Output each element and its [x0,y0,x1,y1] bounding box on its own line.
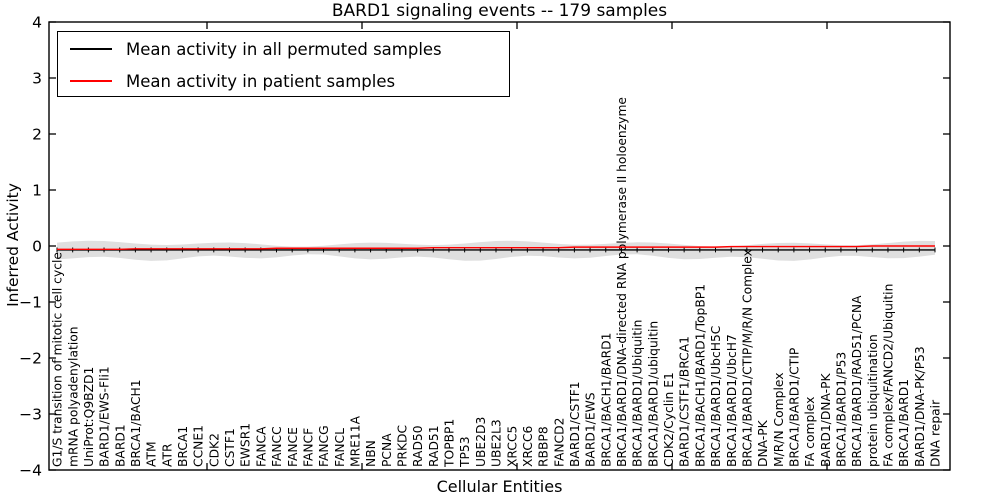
legend: Mean activity in all permuted samples Me… [57,31,510,97]
patient-line-sample-icon [70,80,112,82]
y-tick-label: 1 [32,182,42,200]
x-tick-label: M/R/N Complex [772,373,786,467]
x-tick-label: BRCA1/BACH1/BARD1/TopBP1 [693,284,707,467]
legend-item-patient: Mean activity in patient samples [58,66,509,96]
x-tick-label: XRCC5 [505,426,519,467]
x-tick-label: BARD1/DNA-PK [819,373,833,467]
x-tick-label: FANCA [254,426,268,467]
x-tick-label: BARD1/EWS [584,392,598,467]
legend-label-permuted: Mean activity in all permuted samples [126,39,442,59]
x-tick-label: FANCE [286,427,300,467]
x-tick-label: BARD1/EWS-Fli1 [98,366,112,467]
x-tick-label: BRCA1/BACH1/BARD1 [599,333,613,467]
y-tick-label: 2 [32,126,42,144]
x-tick-label: BRCA1/BARD1/CTIP [787,348,801,467]
x-tick-label: UBE2L3 [490,419,504,467]
x-tick-label: BRCA1/BARD1/Ubiquitin [631,320,645,467]
x-tick-label: FA complex/FANCD2/Ubiquitin [882,284,896,467]
chart-title: BARD1 signaling events -- 179 samples [331,1,668,21]
x-axis-label: Cellular Entities [436,477,563,496]
x-tick-label: FA complex [803,397,817,467]
x-tick-label: BRCA1/BARD1/DNA-directed RNA polymerase … [615,97,629,467]
x-tick-label: FANCG [317,425,331,467]
x-tick-label: FANCC [270,426,284,467]
x-tick-label: BARD1 [113,424,127,467]
permuted-line-sample-icon [70,48,112,50]
x-tick-label: RAD50 [411,425,425,467]
x-tick-label: mRNA polyadenylation [66,326,80,467]
y-tick-label: −2 [19,350,42,368]
x-tick-label: CDK2 [207,433,221,467]
x-tick-label: FANCD2 [552,418,566,467]
x-tick-label: NBN [364,440,378,467]
x-tick-label: BRCA1 [176,426,190,467]
y-tick-label: −1 [19,294,42,312]
x-tick-label: PCNA [380,433,394,467]
legend-label-patient: Mean activity in patient samples [126,71,396,91]
x-tick-label: EWSR1 [239,423,253,467]
x-tick-label: CDK2/Cyclin E1 [662,372,676,467]
x-tick-label: BARD1/CSTF1/BRCA1 [678,336,692,467]
patient-mean-line [57,245,935,251]
x-tick-label: FANCL [333,428,347,467]
x-tick-label: BRCA1/BARD1 [897,379,911,467]
x-tick-label: DNA repair [929,399,943,467]
y-tick-label: 3 [32,70,42,88]
x-tick-label: BRCA1/BARD1/ubiquitin [646,321,660,467]
x-tick-label: MRE11A [348,415,362,467]
x-tick-label: CCNE1 [192,425,206,467]
x-tick-label: ATR [160,443,174,467]
x-tick-label: DNA-PK [756,419,770,467]
y-tick-label: −4 [19,462,42,480]
x-tick-label: ATM [145,441,159,467]
x-tick-label: FANCF [301,428,315,467]
x-tick-label: BRCA1/BARD1/UbcH5C [709,326,723,467]
x-tick-label: UniProt:Q9BZD1 [82,367,96,467]
x-tick-label: BARD1/CSTF1 [568,381,582,467]
x-tick-label: UBE2D3 [474,417,488,467]
x-tick-label: RAD51 [427,425,441,467]
y-tick-label: 0 [32,238,42,256]
x-tick-label: protein ubiquitination [866,334,880,467]
legend-item-permuted: Mean activity in all permuted samples [58,34,509,64]
x-tick-label: BRCA1/BARD1/P53 [835,352,849,467]
x-tick-label: BRCA1/BACH1 [129,379,143,467]
x-tick-label: BRCA1/BARD1/RAD51/PCNA [850,295,864,467]
x-tick-label: BRCA1/BARD1/CTIP/M/R/N Complex [740,249,754,467]
x-tick-label: XRCC6 [521,425,535,467]
x-tick-label: BRCA1/BARD1/UbcH7 [725,334,739,467]
x-tick-label: BARD1/DNA-PK/P53 [913,346,927,467]
x-tick-label: G1/S transition of mitotic cell cycle [51,252,65,467]
x-tick-label: TOPBP1 [443,419,457,468]
y-tick-label: −3 [19,406,42,424]
x-tick-label: CSTF1 [223,428,237,467]
y-tick-label: 4 [32,14,42,32]
x-tick-label: PRKDC [396,425,410,467]
x-tick-label: TP53 [458,436,472,468]
x-tick-label: RBBP8 [537,426,551,467]
